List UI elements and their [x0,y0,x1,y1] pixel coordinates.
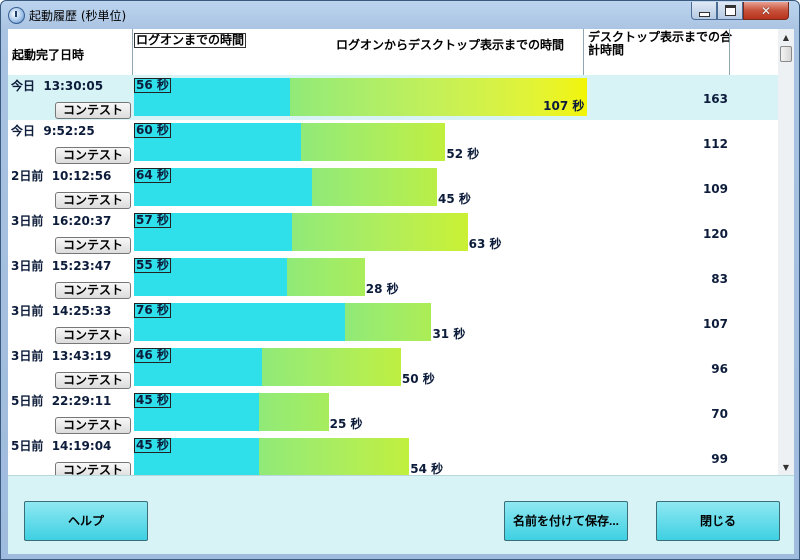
logon-time-bar [134,123,301,161]
history-row[interactable]: 3日前 14:25:33 コンテスト 76 秒 31 秒 107 [8,300,778,345]
header-divider [729,29,730,75]
row-datetime: 2日前 10:12:56 [11,169,112,183]
client-area: 起動完了日時 ログオンまでの時間 ログオンからデスクトップ表示までの時間 デスク… [8,29,794,554]
logon-time-label: 45 秒 [134,393,171,408]
total-time-value: 70 [711,407,728,421]
history-row[interactable]: 5日前 14:19:04 コンテスト 45 秒 54 秒 99 [8,435,778,476]
contest-button[interactable]: コンテスト [55,417,131,434]
row-datetime: 5日前 14:19:04 [11,439,112,453]
desktop-time-label: 52 秒 [446,147,480,161]
vertical-scrollbar[interactable]: ▲ ▼ [778,29,794,475]
desktop-time-bar [289,78,588,116]
total-time-value: 96 [711,362,728,376]
contest-button[interactable]: コンテスト [55,147,131,164]
contest-button[interactable]: コンテスト [55,327,131,344]
minimize-icon [698,11,710,17]
scroll-down-arrow-icon[interactable]: ▼ [782,462,790,472]
history-list: 起動完了日時 ログオンまでの時間 ログオンからデスクトップ表示までの時間 デスク… [8,29,794,476]
save-as-button[interactable]: 名前を付けて保存... [504,501,628,541]
contest-button[interactable]: コンテスト [55,372,131,389]
scroll-thumb[interactable] [780,46,792,62]
desktop-time-bar [259,438,410,475]
total-time-value: 120 [702,227,728,241]
logon-time-label: 60 秒 [134,123,171,138]
history-row[interactable]: 5日前 22:29:11 コンテスト 45 秒 25 秒 70 [8,390,778,435]
logon-time-bar [134,438,260,475]
logon-time-label: 76 秒 [134,303,171,318]
contest-button[interactable]: コンテスト [55,102,131,119]
logon-time-bar [134,303,346,341]
contest-button[interactable]: コンテスト [55,282,131,299]
history-row[interactable]: 今日 13:30:05 コンテスト 56 秒 107 秒 163 [8,75,778,120]
row-datetime: 3日前 14:25:33 [11,304,112,318]
logon-time-label: 56 秒 [134,78,171,93]
desktop-time-bar [292,213,468,251]
close-icon: ✕ [760,3,772,18]
desktop-time-label: 63 秒 [468,237,502,251]
row-datetime: 今日 13:30:05 [11,79,104,93]
total-time-value: 109 [702,182,728,196]
history-row[interactable]: 3日前 13:43:19 コンテスト 46 秒 50 秒 96 [8,345,778,390]
desktop-time-label: 25 秒 [329,417,363,431]
logon-time-bar [134,168,312,206]
history-row[interactable]: 今日 9:52:25 コンテスト 60 秒 52 秒 112 [8,120,778,165]
help-button[interactable]: ヘルプ [24,501,148,541]
total-time-value: 163 [702,92,728,106]
logon-time-bar [134,393,260,431]
header-logon[interactable]: ログオンまでの時間 [134,33,247,48]
logon-time-label: 57 秒 [134,213,171,228]
total-time-value: 107 [702,317,728,331]
row-datetime: 5日前 22:29:11 [11,394,112,408]
window-title: 起動履歴 (秒単位) [29,9,127,23]
row-datetime: 3日前 15:23:47 [11,259,112,273]
desktop-time-label: 45 秒 [438,192,471,206]
desktop-time-bar [300,123,446,161]
maximize-button[interactable] [717,2,743,20]
desktop-time-label: 107 秒 [543,99,585,113]
header-completed[interactable]: 起動完了日時 [12,48,85,62]
total-time-value: 99 [711,452,728,466]
close-window-button[interactable]: ✕ [743,2,789,20]
logon-time-bar [134,348,262,386]
history-row[interactable]: 3日前 15:23:47 コンテスト 55 秒 28 秒 83 [8,255,778,300]
desktop-time-bar [261,348,401,386]
desktop-time-bar [345,303,432,341]
logon-time-label: 55 秒 [134,258,171,273]
history-row[interactable]: 3日前 16:20:37 コンテスト 57 秒 63 秒 120 [8,210,778,255]
total-time-value: 83 [711,272,728,286]
clock-icon [8,7,25,24]
desktop-time-bar [259,393,329,431]
logon-time-bar [134,213,293,251]
logon-time-label: 46 秒 [134,348,171,363]
logon-time-label: 45 秒 [134,438,171,453]
row-datetime: 今日 9:52:25 [11,124,95,138]
header-divider [132,29,133,75]
contest-button[interactable]: コンテスト [55,237,131,254]
desktop-time-label: 28 秒 [365,282,399,296]
row-datetime: 3日前 13:43:19 [11,349,112,363]
desktop-time-bar [286,258,365,296]
contest-button[interactable]: コンテスト [55,462,131,475]
history-row[interactable]: 2日前 10:12:56 コンテスト 64 秒 45 秒 109 [8,165,778,210]
contest-button[interactable]: コンテスト [55,192,131,209]
row-datetime: 3日前 16:20:37 [11,214,112,228]
header-desktop[interactable]: ログオンからデスクトップ表示までの時間 [336,38,565,52]
header-divider [583,29,584,75]
list-header: 起動完了日時 ログオンまでの時間 ログオンからデスクトップ表示までの時間 デスク… [8,29,778,76]
logon-time-bar [134,258,287,296]
title-bar[interactable]: 起動履歴 (秒単位) ✕ [1,1,799,29]
close-button[interactable]: 閉じる [656,501,780,541]
desktop-time-label: 31 秒 [432,327,466,341]
logon-time-label: 64 秒 [134,168,171,183]
minimize-button[interactable] [691,2,717,20]
desktop-time-label: 54 秒 [410,462,444,476]
desktop-time-bar [311,168,437,206]
scroll-up-arrow-icon[interactable]: ▲ [782,32,790,42]
total-time-value: 112 [702,137,728,151]
desktop-time-label: 50 秒 [401,372,435,386]
maximize-icon [724,5,736,16]
header-total[interactable]: デスクトップ表示までの合計時間 [588,30,733,57]
logon-time-bar [134,78,290,116]
